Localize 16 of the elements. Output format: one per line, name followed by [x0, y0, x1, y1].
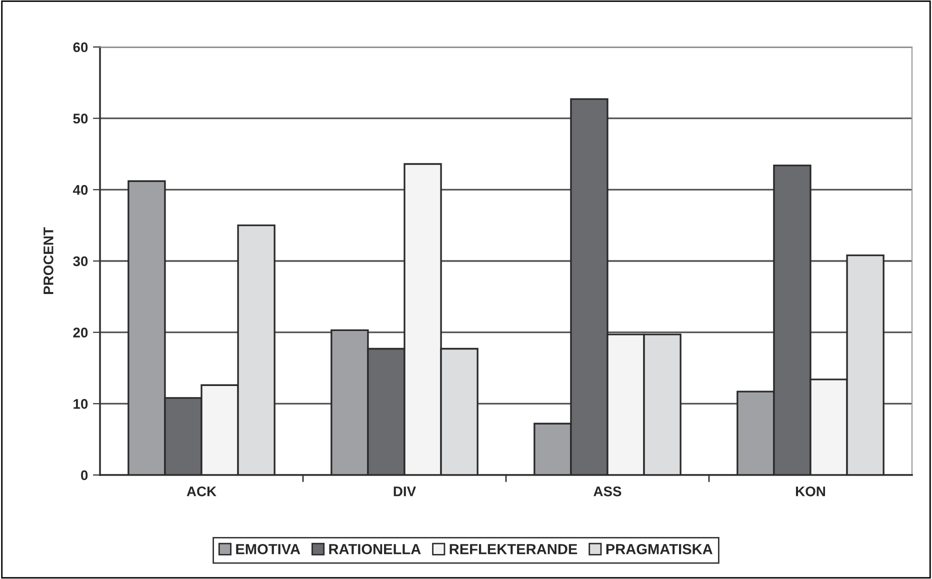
- y-axis-title: PROCENT: [44, 227, 54, 294]
- x-tick-label: ASS: [594, 486, 622, 496]
- x-tick-label: ACK: [186, 486, 216, 496]
- y-tick-label: 40: [72, 185, 88, 195]
- y-tick-label: 30: [73, 256, 88, 266]
- x-tick-label: KON: [796, 486, 825, 496]
- legend-label: REFLEKTERANDE: [450, 544, 578, 554]
- y-tick-label: 60: [73, 42, 88, 52]
- y-tick-label: 20: [73, 328, 88, 338]
- y-tick-label: 10: [74, 399, 88, 409]
- y-tick-label: 50: [73, 114, 88, 124]
- legend-label: EMOTIVA: [236, 544, 300, 554]
- legend-label: PRAGMATISKA: [606, 544, 712, 554]
- x-tick-label: DIV: [394, 486, 416, 496]
- legend-label: RATIONELLA: [329, 544, 421, 554]
- y-tick-label: 0: [81, 470, 88, 480]
